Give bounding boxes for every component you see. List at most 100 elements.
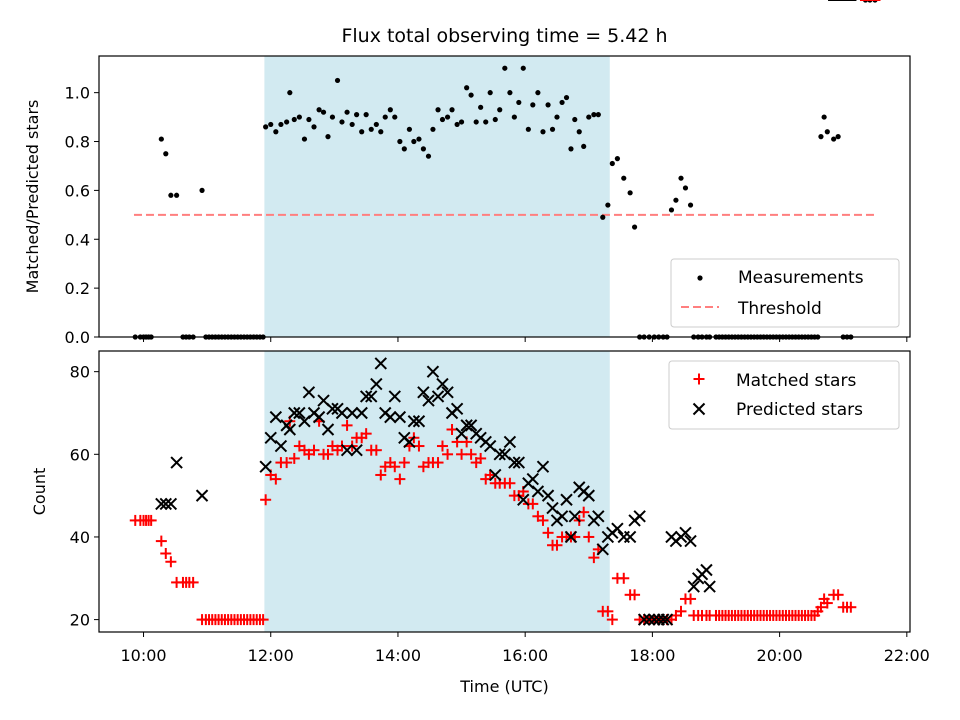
measurement-point (374, 122, 379, 127)
measurement-point (464, 85, 469, 90)
measurement-point (568, 146, 573, 151)
measurement-point (344, 110, 349, 115)
measurement-point (159, 136, 164, 141)
measurement-point (364, 112, 369, 117)
measurement-point (825, 129, 830, 134)
measurement-point (316, 107, 321, 112)
y-tick-label: 0.2 (65, 279, 90, 298)
y-tick-label: 0.4 (65, 230, 90, 249)
count-y-axis-label: Count (30, 468, 49, 516)
measurement-point (521, 66, 526, 71)
measurement-point (818, 134, 823, 139)
measurement-point (321, 110, 326, 115)
measurement-point (297, 114, 302, 119)
y-tick-label: 80 (70, 363, 90, 382)
measurement-point (497, 107, 502, 112)
x-tick-label: 12:00 (248, 646, 294, 665)
measurement-point (369, 127, 374, 132)
x-tick-label: 16:00 (502, 646, 548, 665)
measurement-point (402, 146, 407, 151)
x-tick-label: 14:00 (375, 646, 421, 665)
measurement-point (502, 66, 507, 71)
measurement-point (516, 100, 521, 105)
measurement-point (673, 198, 678, 203)
y-tick-label: 1.0 (65, 84, 90, 103)
measurement-point (586, 114, 591, 119)
measurement-point (540, 129, 545, 134)
measurement-point (545, 102, 550, 107)
x-tick-label: 10:00 (120, 646, 166, 665)
measurement-point (581, 144, 586, 149)
measurement-point (507, 90, 512, 95)
measurement-point (488, 90, 493, 95)
measurement-point (483, 119, 488, 124)
x-axis-label: Time (UTC) (459, 677, 548, 696)
measurement-point (426, 154, 431, 159)
measurement-point (836, 134, 841, 139)
measurement-point (600, 215, 605, 220)
measurement-point (273, 129, 278, 134)
measurement-point (435, 107, 440, 112)
measurement-point (354, 112, 359, 117)
measurement-point (388, 107, 393, 112)
measurement-point (459, 119, 464, 124)
measurement-point (621, 176, 626, 181)
y-tick-label: 0.6 (65, 181, 90, 200)
measurement-point (430, 127, 435, 132)
measurement-point (610, 161, 615, 166)
measurement-point (605, 202, 610, 207)
ratio-y-axis-label: Matched/Predicted stars (23, 100, 42, 294)
observing-span-shade (264, 56, 609, 337)
x-tick-label: 20:00 (757, 646, 803, 665)
measurement-point (535, 90, 540, 95)
measurement-point (554, 114, 559, 119)
measurement-point (302, 136, 307, 141)
measurement-point (392, 114, 397, 119)
count-legend: Matched stars Predicted stars (669, 361, 899, 429)
measurement-point (572, 117, 577, 122)
measurement-point (559, 100, 564, 105)
measurement-point (339, 119, 344, 124)
measurement-point (591, 112, 596, 117)
measurement-point (163, 151, 168, 156)
y-tick-label: 20 (70, 611, 90, 630)
measurement-point (311, 124, 316, 129)
measurement-point (359, 129, 364, 134)
figure-title: Flux total observing time = 5.42 h (341, 25, 667, 47)
measurement-point (330, 114, 335, 119)
measurement-point (292, 117, 297, 122)
measurement-point (577, 129, 582, 134)
measurement-point (683, 185, 688, 190)
predicted-legend-label: Predicted stars (736, 400, 863, 420)
x-tick-label: 22:00 (884, 646, 930, 665)
measurement-point (822, 114, 827, 119)
measurement-point (168, 193, 173, 198)
measurement-point (263, 124, 268, 129)
measurement-point (550, 127, 555, 132)
measurement-point (469, 92, 474, 97)
measurement-point (411, 139, 416, 144)
measurement-point (628, 190, 633, 195)
measurement-point (449, 107, 454, 112)
measurement-point (416, 136, 421, 141)
measurement-point (421, 146, 426, 151)
measurement-point (306, 117, 311, 122)
observing-span-shade-bottom (264, 351, 609, 632)
measurement-point (199, 188, 204, 193)
x-tick-label: 18:00 (629, 646, 675, 665)
measurement-point (335, 78, 340, 83)
measurement-point (632, 224, 637, 229)
measurement-point (615, 156, 620, 161)
threshold-legend-label: Threshold (737, 299, 822, 319)
measurement-point (383, 114, 388, 119)
measurement-point (564, 95, 569, 100)
measurement-point (669, 207, 674, 212)
measurement-point (445, 114, 450, 119)
measurement-point (493, 117, 498, 122)
ratio-legend: Measurements Threshold (671, 259, 899, 327)
measurement-point (325, 134, 330, 139)
measurements-legend-marker (697, 275, 702, 280)
y-tick-label: 60 (70, 445, 90, 464)
y-tick-label: 40 (70, 528, 90, 547)
measurement-point (688, 202, 693, 207)
